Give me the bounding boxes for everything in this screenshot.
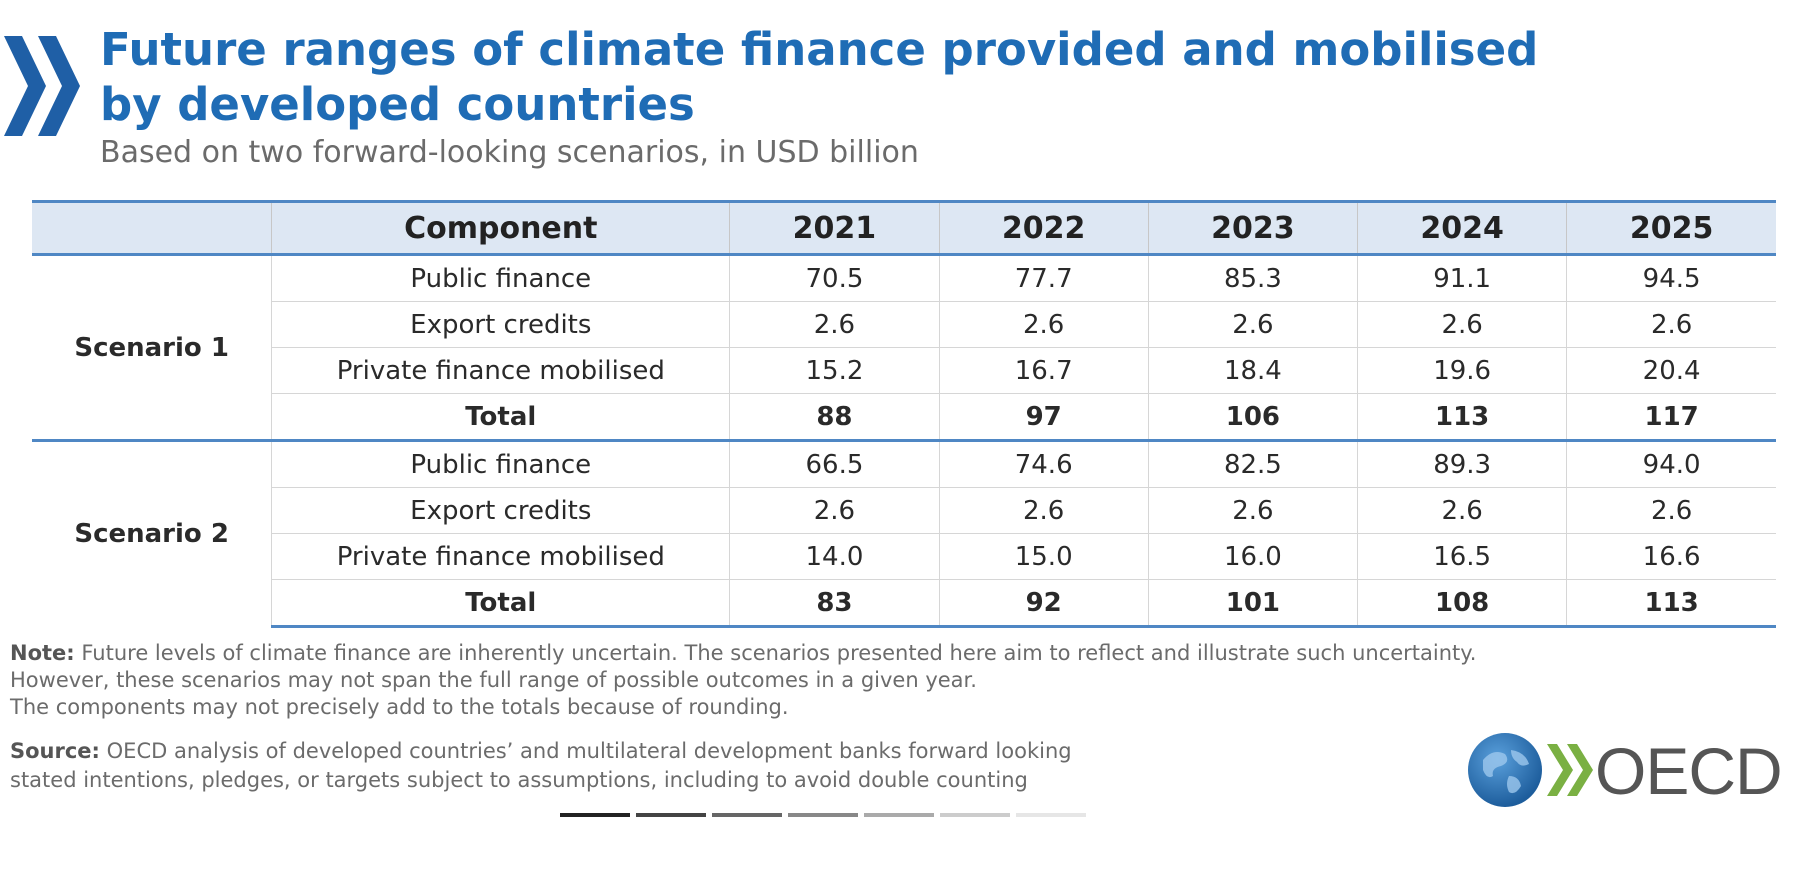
value-cell: 97 xyxy=(938,393,1149,441)
note-line: However, these scenarios may not span th… xyxy=(10,668,977,692)
component-cell: Private finance mobilised xyxy=(271,533,730,580)
header-year: 2024 xyxy=(1357,200,1567,256)
table-row: Private finance mobilised 15.2 16.7 18.4 19.… xyxy=(32,347,1776,394)
oecd-logo xyxy=(1468,733,1593,807)
value-cell: 108 xyxy=(1357,579,1567,628)
chart-title: Future ranges of climate finance provide… xyxy=(100,23,1539,131)
value-cell: 106 xyxy=(1147,393,1358,441)
value-cell: 66.5 xyxy=(729,439,940,488)
source-line: Source: OECD analysis of developed count… xyxy=(10,737,1072,766)
header-year: 2025 xyxy=(1566,200,1776,256)
value-cell: 2.6 xyxy=(1357,301,1567,348)
note-text: Future levels of climate finance are inh… xyxy=(81,641,1477,665)
slide-indicator-bar xyxy=(1016,813,1086,817)
value-cell: 89.3 xyxy=(1357,439,1567,488)
component-cell: Private finance mobilised xyxy=(271,347,730,394)
component-cell: Export credits xyxy=(271,301,730,348)
value-cell: 88 xyxy=(729,393,940,441)
table-body: Scenario 1 Public finance 70.5 77.7 85.3 91.1… xyxy=(32,254,1776,628)
source-text: OECD analysis of developed countries’ an… xyxy=(106,739,1072,763)
value-cell: 74.6 xyxy=(938,439,1149,488)
scenario-label: Scenario 2 xyxy=(32,439,272,627)
value-cell: 94.5 xyxy=(1566,254,1776,302)
note-label: Note: xyxy=(10,641,75,665)
chart-subtitle: Based on two forward-looking scenarios, … xyxy=(100,135,919,170)
component-cell: Total xyxy=(271,579,730,628)
table-total-row: Total 88 97 106 113 117 xyxy=(32,393,1776,441)
table-total-row: Total 83 92 101 108 113 xyxy=(32,579,1776,628)
slide-indicator-bar xyxy=(864,813,934,817)
value-cell: 77.7 xyxy=(938,254,1149,302)
header-component: Component xyxy=(271,200,730,256)
value-cell: 101 xyxy=(1147,579,1358,628)
value-cell: 16.5 xyxy=(1357,533,1567,580)
globe-icon xyxy=(1468,733,1542,807)
value-cell: 2.6 xyxy=(729,301,940,348)
value-cell: 94.0 xyxy=(1566,439,1776,488)
slide-indicator-bar xyxy=(560,813,630,817)
table-row: Export credits 2.6 2.6 2.6 2.6 2.6 xyxy=(32,301,1776,348)
scenario-label: Scenario 1 xyxy=(32,254,272,441)
finance-table: Component 2021 2022 2023 2024 2025 Scena… xyxy=(32,200,1776,628)
value-cell: 82.5 xyxy=(1147,439,1358,488)
value-cell: 113 xyxy=(1566,579,1776,628)
slide-indicator-bar xyxy=(636,813,706,817)
header-year: 2023 xyxy=(1147,200,1358,256)
note-line: The components may not precisely add to … xyxy=(10,695,789,719)
value-cell: 83 xyxy=(729,579,940,628)
value-cell: 19.6 xyxy=(1357,347,1567,394)
value-cell: 16.7 xyxy=(938,347,1149,394)
value-cell: 2.6 xyxy=(729,487,940,534)
chevron-brand-icon xyxy=(4,36,80,136)
value-cell: 92 xyxy=(938,579,1149,628)
value-cell: 2.6 xyxy=(1566,301,1776,348)
slide-indicator-bar xyxy=(940,813,1010,817)
value-cell: 2.6 xyxy=(1566,487,1776,534)
value-cell: 16.0 xyxy=(1147,533,1358,580)
note-line: Note: Future levels of climate finance a… xyxy=(10,640,1476,667)
table-row: Scenario 2 Public finance 66.5 74.6 82.5 89.3… xyxy=(32,439,1776,627)
value-cell: 70.5 xyxy=(729,254,940,302)
component-cell: Public finance xyxy=(271,439,730,488)
note-block: Note: Future levels of climate finance a… xyxy=(10,640,1476,721)
source-label: Source: xyxy=(10,739,100,763)
value-cell: 2.6 xyxy=(1147,487,1358,534)
value-cell: 85.3 xyxy=(1147,254,1358,302)
source-line: stated intentions, pledges, or targets s… xyxy=(10,768,1028,792)
table-row: Export credits 2.6 2.6 2.6 2.6 2.6 xyxy=(32,487,1776,534)
value-cell: 18.4 xyxy=(1147,347,1358,394)
value-cell: 15.2 xyxy=(729,347,940,394)
table-row: Scenario 1 Public finance 70.5 77.7 85.3 91.1… xyxy=(32,254,1776,441)
slide-indicator xyxy=(560,813,1086,817)
oecd-logo-text: OECD xyxy=(1595,734,1783,808)
value-cell: 91.1 xyxy=(1357,254,1567,302)
value-cell: 2.6 xyxy=(938,301,1149,348)
slide-indicator-bar xyxy=(712,813,782,817)
source-block: Source: OECD analysis of developed count… xyxy=(10,737,1072,795)
value-cell: 14.0 xyxy=(729,533,940,580)
component-cell: Total xyxy=(271,393,730,441)
table-row: Private finance mobilised 14.0 15.0 16.0 16.… xyxy=(32,533,1776,580)
value-cell: 2.6 xyxy=(1357,487,1567,534)
header-year: 2021 xyxy=(729,200,940,256)
slide-indicator-bar xyxy=(788,813,858,817)
value-cell: 15.0 xyxy=(938,533,1149,580)
component-cell: Public finance xyxy=(271,254,730,302)
component-cell: Export credits xyxy=(271,487,730,534)
table-header-row: Component 2021 2022 2023 2024 2025 xyxy=(32,200,1776,256)
value-cell: 2.6 xyxy=(1147,301,1358,348)
header-year: 2022 xyxy=(938,200,1149,256)
value-cell: 16.6 xyxy=(1566,533,1776,580)
header-blank xyxy=(32,200,272,256)
value-cell: 2.6 xyxy=(938,487,1149,534)
value-cell: 113 xyxy=(1357,393,1567,441)
value-cell: 20.4 xyxy=(1566,347,1776,394)
value-cell: 117 xyxy=(1566,393,1776,441)
